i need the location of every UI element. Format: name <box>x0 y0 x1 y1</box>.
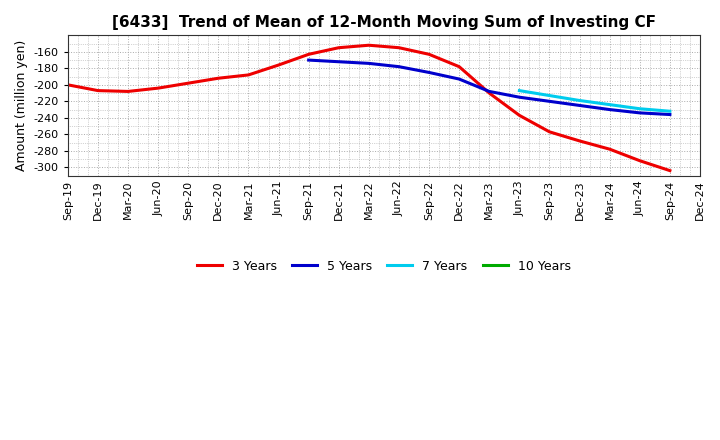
Line: 5 Years: 5 Years <box>309 60 670 114</box>
Legend: 3 Years, 5 Years, 7 Years, 10 Years: 3 Years, 5 Years, 7 Years, 10 Years <box>192 255 575 278</box>
3 Years <box>545 129 554 135</box>
3 Years <box>636 158 644 163</box>
3 Years <box>665 168 674 173</box>
5 Years <box>515 95 523 100</box>
3 Years <box>274 62 283 68</box>
3 Years <box>214 76 222 81</box>
Line: 3 Years: 3 Years <box>68 45 670 171</box>
7 Years <box>606 102 614 107</box>
7 Years <box>665 109 674 114</box>
3 Years <box>154 85 163 91</box>
5 Years <box>575 103 584 108</box>
3 Years <box>94 88 102 93</box>
3 Years <box>364 43 373 48</box>
7 Years <box>575 98 584 103</box>
5 Years <box>636 110 644 116</box>
3 Years <box>305 51 313 57</box>
3 Years <box>425 51 433 57</box>
3 Years <box>335 45 343 50</box>
5 Years <box>364 61 373 66</box>
3 Years <box>244 72 253 77</box>
Line: 7 Years: 7 Years <box>519 91 670 111</box>
5 Years <box>425 70 433 75</box>
3 Years <box>124 89 132 94</box>
3 Years <box>63 82 72 88</box>
3 Years <box>515 113 523 118</box>
7 Years <box>515 88 523 93</box>
3 Years <box>184 81 192 86</box>
5 Years <box>455 77 464 82</box>
5 Years <box>545 99 554 104</box>
Y-axis label: Amount (million yen): Amount (million yen) <box>15 40 28 171</box>
3 Years <box>606 147 614 152</box>
5 Years <box>335 59 343 64</box>
5 Years <box>395 64 403 70</box>
5 Years <box>606 107 614 112</box>
3 Years <box>455 64 464 70</box>
3 Years <box>485 91 494 96</box>
7 Years <box>545 93 554 98</box>
3 Years <box>395 45 403 50</box>
Title: [6433]  Trend of Mean of 12-Month Moving Sum of Investing CF: [6433] Trend of Mean of 12-Month Moving … <box>112 15 656 30</box>
3 Years <box>575 138 584 143</box>
5 Years <box>305 58 313 63</box>
5 Years <box>665 112 674 117</box>
5 Years <box>485 89 494 94</box>
7 Years <box>636 106 644 111</box>
